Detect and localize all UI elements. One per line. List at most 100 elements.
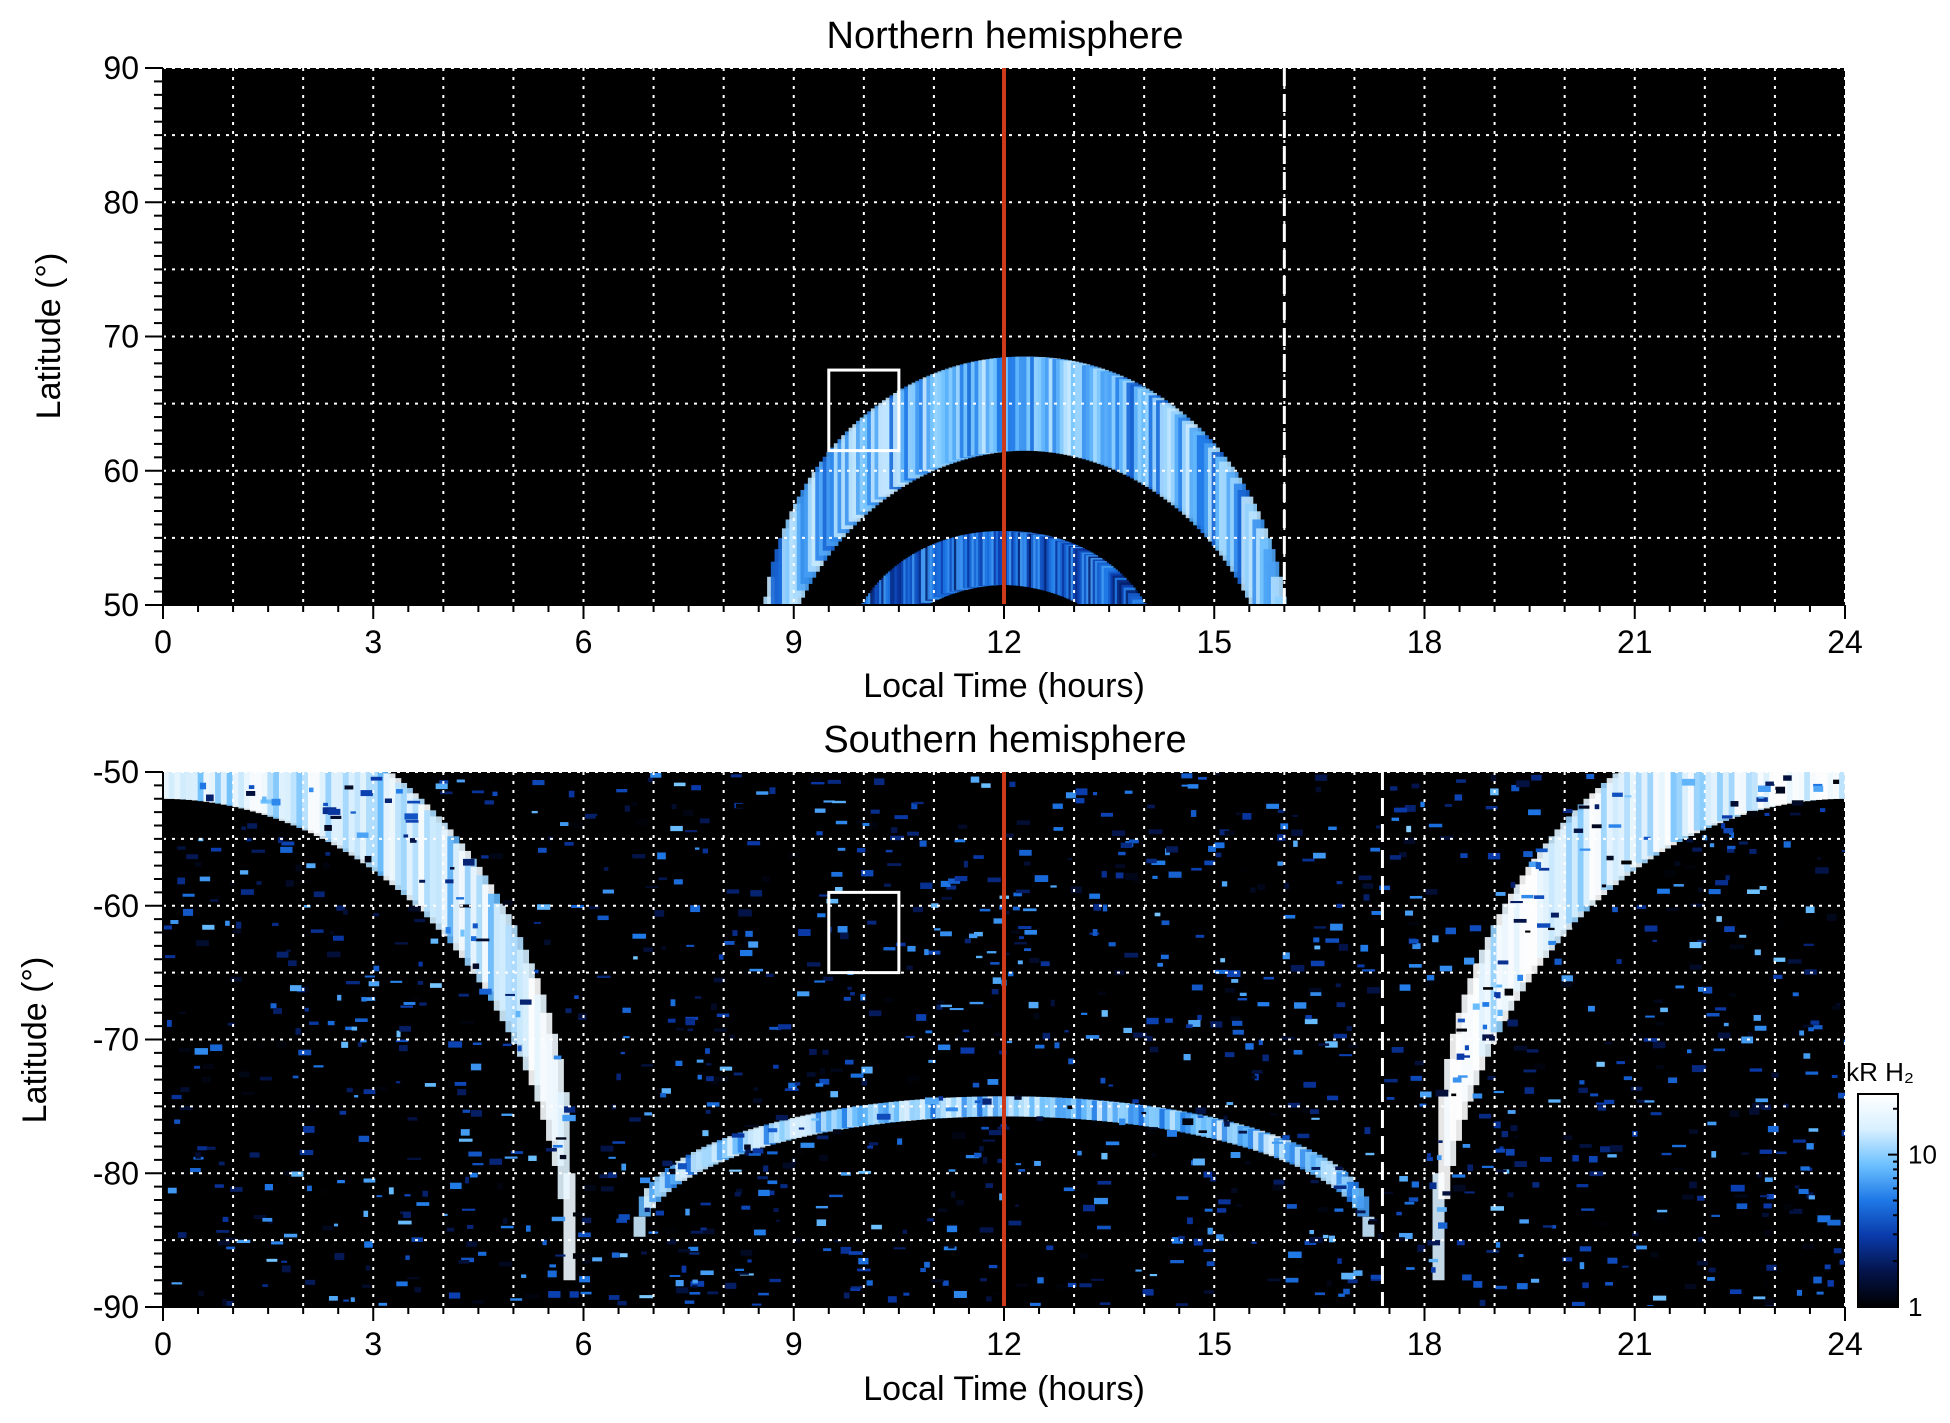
heatmap-speckle: [858, 1257, 869, 1265]
heatmap-speckle: [1207, 1227, 1213, 1235]
heatmap-speckle: [1006, 1040, 1013, 1044]
heatmap-speckle: [1767, 1125, 1779, 1133]
heatmap-speckle: [1023, 908, 1037, 912]
heatmap-speckle: [458, 993, 469, 997]
heatmap-speckle: [559, 1154, 567, 1160]
heatmap-speckle: [1093, 1197, 1108, 1205]
heatmap-speckle: [639, 1295, 654, 1299]
heatmap-speckle: [198, 1290, 205, 1297]
heatmap-speckle: [542, 1239, 547, 1246]
heatmap-speckle: [1064, 1030, 1069, 1033]
heatmap-speckle: [1007, 971, 1014, 977]
heatmap-speckle: [1792, 1139, 1806, 1143]
heatmap-speckle: [641, 1251, 647, 1255]
heatmap-speckle: [1304, 1018, 1318, 1025]
heatmap-speckle: [505, 993, 515, 996]
heatmap-speckle: [504, 1156, 518, 1159]
heatmap-speckle: [1601, 884, 1607, 888]
heatmap-speckle: [1427, 1240, 1441, 1246]
heatmap-speckle: [273, 1008, 282, 1014]
heatmap-speckle: [815, 1205, 829, 1209]
heatmap-speckle: [313, 891, 325, 898]
heatmap-speckle: [475, 938, 490, 942]
heatmap-speckle: [664, 1226, 678, 1234]
heatmap-speckle: [1056, 1284, 1070, 1289]
heatmap-speckle: [1562, 1257, 1573, 1262]
heatmap-speckle: [1154, 912, 1161, 917]
aurora-arc-segment: [76, 772, 88, 808]
heatmap-speckle: [1420, 1091, 1432, 1098]
heatmap-speckle: [1730, 1184, 1745, 1192]
heatmap-speckle: [931, 903, 939, 908]
heatmap-speckle: [1132, 1099, 1139, 1104]
heatmap-speckle: [617, 1300, 627, 1306]
heatmap-speckle: [667, 1018, 676, 1023]
heatmap-speckle: [1673, 884, 1684, 887]
aurora-arc-segment: [1274, 596, 1287, 605]
heatmap-speckle: [1525, 930, 1531, 933]
heatmap-speckle: [280, 846, 293, 853]
heatmap-speckle: [1729, 832, 1734, 839]
heatmap-speckle: [729, 1045, 739, 1050]
heatmap-speckle: [211, 847, 222, 852]
heatmap-speckle: [1015, 1283, 1029, 1288]
heatmap-speckle: [954, 875, 968, 882]
heatmap-speckle: [1339, 1054, 1353, 1057]
heatmap-speckle: [325, 852, 331, 856]
heatmap-speckle: [445, 879, 454, 884]
heatmap-speckle: [767, 840, 773, 846]
heatmap-speckle: [1482, 1034, 1495, 1041]
heatmap-speckle: [1267, 1278, 1281, 1282]
heatmap-speckle: [1703, 986, 1713, 994]
heatmap-speckle: [1487, 1075, 1496, 1081]
heatmap-speckle: [1551, 1225, 1557, 1229]
heatmap-speckle: [471, 936, 477, 942]
heatmap-speckle: [1326, 1280, 1332, 1287]
heatmap-speckle: [578, 1232, 591, 1238]
heatmap-speckle: [1467, 1164, 1473, 1172]
heatmap-speckle: [1747, 810, 1758, 818]
heatmap-speckle: [569, 1291, 579, 1298]
heatmap-speckle: [350, 811, 356, 814]
heatmap-speckle: [569, 822, 583, 829]
heatmap-speckle: [538, 1189, 552, 1194]
heatmap-speckle: [844, 1059, 854, 1065]
heatmap-speckle: [1014, 1095, 1022, 1100]
heatmap-speckle: [1590, 1093, 1599, 1097]
heatmap-speckle: [1218, 857, 1232, 863]
heatmap-speckle: [562, 1114, 576, 1122]
heatmap-speckle: [1245, 1043, 1254, 1050]
heatmap-speckle: [333, 1223, 339, 1227]
heatmap-speckle: [1442, 1191, 1451, 1196]
heatmap-speckle: [1816, 1291, 1824, 1295]
heatmap-speckle: [965, 1154, 980, 1159]
heatmap-speckle: [632, 853, 646, 859]
heatmap-speckle: [732, 930, 738, 936]
aurora-arc-segment: [41, 772, 53, 819]
heatmap-speckle: [1016, 820, 1031, 825]
y-tick-label: -80: [93, 1155, 139, 1191]
heatmap-speckle: [1653, 999, 1663, 1003]
heatmap-speckle: [1660, 1007, 1668, 1013]
x-tick-label: 21: [1617, 1326, 1653, 1362]
aurora-arc-segment: [0, 772, 1, 842]
heatmap-speckle: [1425, 980, 1435, 987]
heatmap-speckle: [999, 1193, 1005, 1201]
heatmap-speckle: [794, 1082, 801, 1086]
heatmap-speckle: [1810, 1020, 1820, 1025]
heatmap-speckle: [1709, 843, 1715, 848]
heatmap-speckle: [874, 778, 885, 786]
heatmap-speckle: [856, 847, 866, 853]
heatmap-speckle: [960, 1047, 975, 1054]
heatmap-speckle: [1689, 1181, 1697, 1189]
heatmap-speckle: [714, 1076, 729, 1082]
heatmap-speckle: [253, 1214, 267, 1220]
heatmap-speckle: [1079, 1283, 1092, 1288]
heatmap-speckle: [832, 800, 846, 804]
heatmap-speckle: [856, 820, 868, 824]
heatmap-speckle: [1250, 887, 1256, 893]
heatmap-speckle: [1716, 916, 1722, 922]
heatmap-speckle: [1115, 864, 1126, 869]
x-tick-label: 0: [154, 1326, 172, 1362]
heatmap-speckle: [1684, 864, 1697, 870]
